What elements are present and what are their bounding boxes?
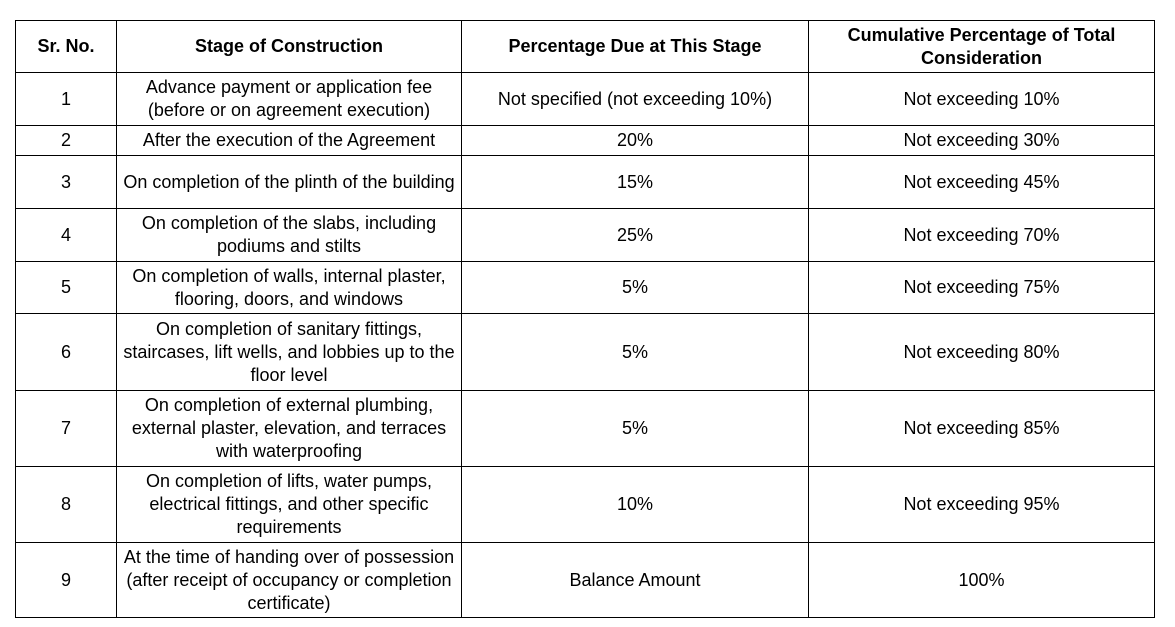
cell-stage: On completion of the slabs, including po… — [116, 208, 462, 262]
cell-percentage-due: 5% — [461, 261, 809, 314]
cell-percentage-due: 10% — [461, 466, 809, 543]
cell-cumulative: Not exceeding 30% — [808, 125, 1155, 156]
cell-sr-no: 5 — [15, 261, 117, 314]
cell-percentage-due: 25% — [461, 208, 809, 262]
cell-stage: On completion of sanitary fittings, stai… — [116, 313, 462, 391]
header-cumulative-percentage: Cumulative Percentage of Total Considera… — [808, 20, 1155, 73]
table-row: 8 On completion of lifts, water pumps, e… — [15, 466, 1155, 543]
header-stage: Stage of Construction — [116, 20, 462, 73]
cell-stage: At the time of handing over of possessio… — [116, 542, 462, 618]
cell-sr-no: 3 — [15, 155, 117, 209]
table-row: 5 On completion of walls, internal plast… — [15, 261, 1155, 314]
cell-sr-no: 1 — [15, 72, 117, 126]
cell-cumulative: Not exceeding 80% — [808, 313, 1155, 391]
cell-cumulative: Not exceeding 70% — [808, 208, 1155, 262]
table-row: 3 On completion of the plinth of the bui… — [15, 155, 1155, 209]
payment-schedule-table: Sr. No. Stage of Construction Percentage… — [15, 20, 1155, 618]
table-row: 6 On completion of sanitary fittings, st… — [15, 313, 1155, 391]
cell-stage: On completion of walls, internal plaster… — [116, 261, 462, 314]
cell-percentage-due: Not specified (not exceeding 10%) — [461, 72, 809, 126]
cell-sr-no: 6 — [15, 313, 117, 391]
table-row: 2 After the execution of the Agreement 2… — [15, 125, 1155, 156]
cell-cumulative: Not exceeding 85% — [808, 390, 1155, 467]
cell-sr-no: 4 — [15, 208, 117, 262]
header-percentage-due: Percentage Due at This Stage — [461, 20, 809, 73]
cell-sr-no: 9 — [15, 542, 117, 618]
table-row: 1 Advance payment or application fee (be… — [15, 72, 1155, 126]
header-sr-no: Sr. No. — [15, 20, 117, 73]
table-row: 7 On completion of external plumbing, ex… — [15, 390, 1155, 467]
cell-cumulative: 100% — [808, 542, 1155, 618]
table-row: 9 At the time of handing over of possess… — [15, 542, 1155, 618]
cell-cumulative: Not exceeding 45% — [808, 155, 1155, 209]
cell-stage: After the execution of the Agreement — [116, 125, 462, 156]
cell-stage: Advance payment or application fee (befo… — [116, 72, 462, 126]
cell-sr-no: 8 — [15, 466, 117, 543]
table-header-row: Sr. No. Stage of Construction Percentage… — [15, 20, 1155, 73]
table-row: 4 On completion of the slabs, including … — [15, 208, 1155, 262]
cell-percentage-due: Balance Amount — [461, 542, 809, 618]
cell-percentage-due: 15% — [461, 155, 809, 209]
cell-sr-no: 2 — [15, 125, 117, 156]
cell-stage: On completion of the plinth of the build… — [116, 155, 462, 209]
cell-stage: On completion of lifts, water pumps, ele… — [116, 466, 462, 543]
cell-percentage-due: 5% — [461, 390, 809, 467]
cell-percentage-due: 5% — [461, 313, 809, 391]
cell-percentage-due: 20% — [461, 125, 809, 156]
cell-cumulative: Not exceeding 75% — [808, 261, 1155, 314]
cell-cumulative: Not exceeding 10% — [808, 72, 1155, 126]
cell-sr-no: 7 — [15, 390, 117, 467]
cell-cumulative: Not exceeding 95% — [808, 466, 1155, 543]
cell-stage: On completion of external plumbing, exte… — [116, 390, 462, 467]
